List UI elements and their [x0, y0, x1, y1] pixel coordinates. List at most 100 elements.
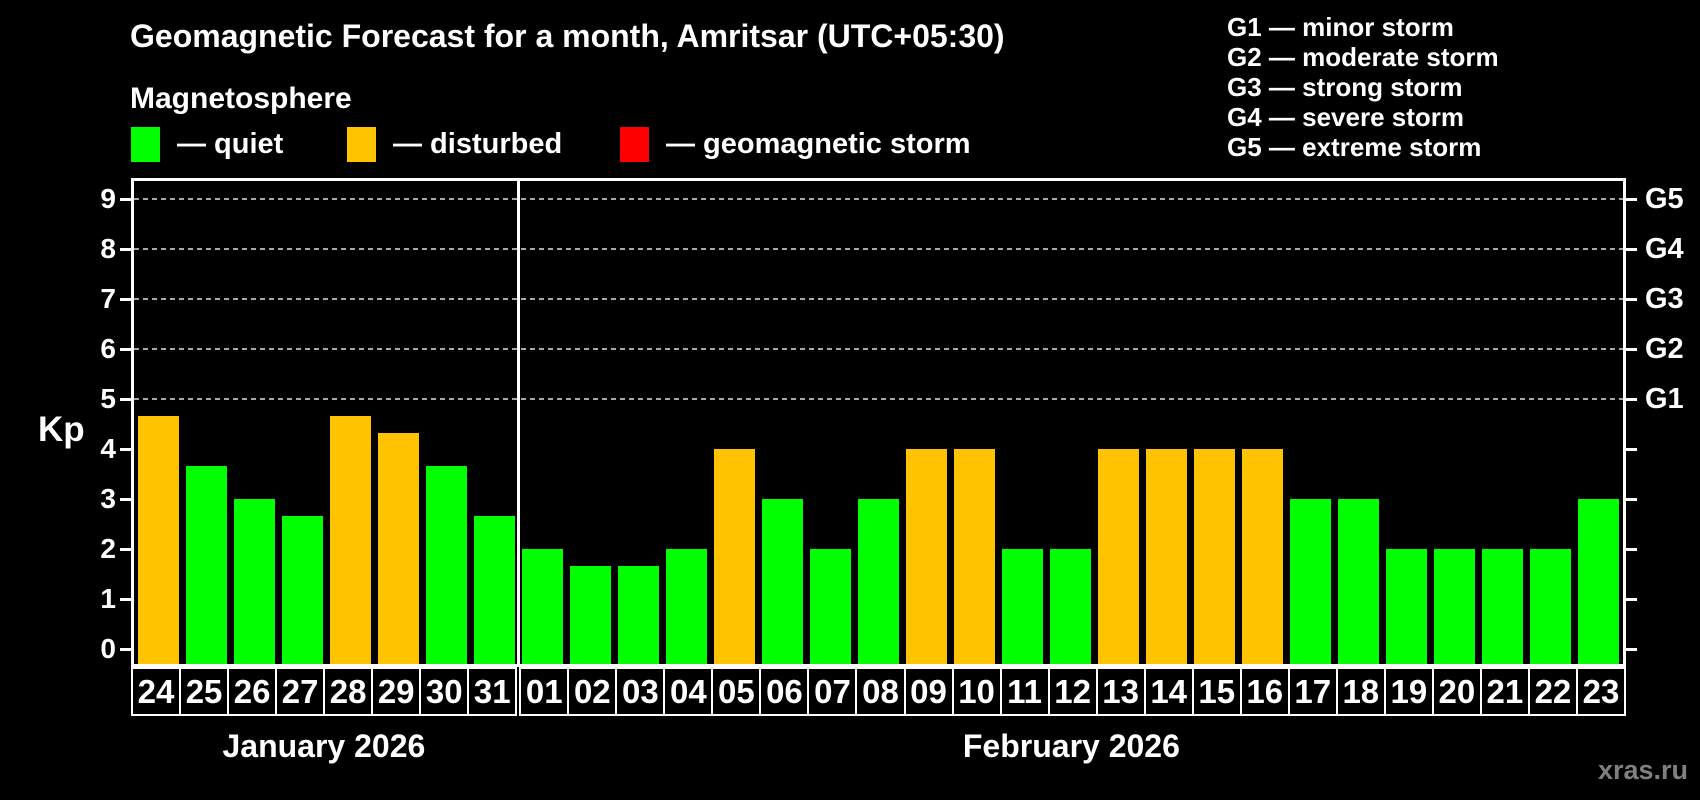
month-label-february: February 2026: [962, 728, 1180, 764]
right-axis-label-g5: G5: [1645, 183, 1684, 215]
bar-february-13: [1098, 449, 1140, 664]
y-axis-label: Kp: [38, 410, 85, 449]
gridline-kp8: [134, 248, 1623, 250]
bar-february-16: [1242, 449, 1284, 664]
day-label-february-22: 22: [1527, 667, 1578, 716]
bar-february-01: [521, 549, 563, 664]
day-label-february-16: 16: [1239, 667, 1290, 716]
bar-january-29: [377, 432, 419, 664]
legend-label-quiet: — quiet: [177, 128, 284, 160]
bar-february-23: [1578, 499, 1620, 664]
bar-february-10: [954, 449, 996, 664]
chart-subtitle: Magnetosphere: [130, 82, 352, 115]
right-tick-kp0: [1626, 647, 1637, 651]
bar-february-03: [617, 565, 659, 664]
y-tick-label-1: 1: [100, 583, 116, 614]
right-tick-kp6: [1626, 347, 1637, 351]
bar-february-20: [1434, 549, 1476, 664]
gridline-kp6: [134, 348, 1623, 350]
left-tick-kp3: [120, 497, 131, 501]
month-separator: [516, 181, 520, 664]
bar-february-19: [1386, 549, 1428, 664]
day-label-january-27: 27: [275, 667, 326, 716]
day-label-february-10: 10: [951, 667, 1002, 716]
gridline-kp7: [134, 298, 1623, 300]
day-label-february-17: 17: [1287, 667, 1338, 716]
right-tick-kp9: [1626, 197, 1637, 201]
storm-scale-line-3: G3 — strong storm: [1227, 72, 1463, 102]
x-axis-day-labels: 24 25 26 27 28 29 30 31 01 02 03 04 05 06 07 08 09 10 11 12…: [131, 667, 1626, 716]
day-label-february-02: 02: [567, 667, 618, 716]
day-label-february-08: 08: [855, 667, 906, 716]
day-label-february-12: 12: [1047, 667, 1098, 716]
y-tick-label-8: 8: [100, 233, 116, 264]
gridline-kp5: [134, 398, 1623, 400]
bar-january-30: [425, 465, 467, 664]
day-label-february-15: 15: [1191, 667, 1242, 716]
y-tick-label-0: 0: [100, 633, 116, 664]
chart-title: Geomagnetic Forecast for a month, Amrits…: [130, 18, 1005, 54]
bar-february-09: [906, 449, 948, 664]
left-tick-kp6: [120, 347, 131, 351]
day-label-january-31: 31: [467, 667, 518, 716]
bar-february-12: [1050, 549, 1092, 664]
day-label-february-03: 03: [615, 667, 666, 716]
day-label-february-13: 13: [1095, 667, 1146, 716]
bar-february-11: [1002, 549, 1044, 664]
right-axis-label-g1: G1: [1645, 383, 1684, 415]
legend-label-storm: — geomagnetic storm: [666, 128, 971, 160]
day-label-february-01: 01: [519, 667, 570, 716]
day-label-february-14: 14: [1143, 667, 1194, 716]
bar-february-08: [858, 499, 899, 664]
bar-february-05: [713, 449, 755, 664]
legend-label-disturbed: — disturbed: [393, 128, 563, 160]
day-label-january-24: 24: [131, 667, 182, 716]
day-label-january-26: 26: [227, 667, 278, 716]
bar-february-21: [1482, 549, 1524, 664]
bar-february-15: [1194, 449, 1236, 664]
left-tick-kp1: [120, 597, 131, 601]
right-tick-kp8: [1626, 247, 1637, 251]
day-label-january-30: 30: [419, 667, 470, 716]
quiet-color-swatch: [131, 127, 160, 162]
day-label-february-04: 04: [663, 667, 714, 716]
left-tick-kp2: [120, 547, 131, 551]
day-label-february-09: 09: [903, 667, 954, 716]
day-label-february-18: 18: [1335, 667, 1386, 716]
day-label-february-06: 06: [759, 667, 810, 716]
day-label-february-11: 11: [999, 667, 1050, 716]
y-tick-label-7: 7: [100, 283, 116, 314]
storm-scale-line-1: G1 — minor storm: [1227, 12, 1454, 42]
day-label-february-07: 07: [807, 667, 858, 716]
watermark: xras.ru: [1597, 755, 1688, 785]
bar-february-04: [665, 549, 707, 664]
left-tick-kp5: [120, 397, 131, 401]
bar-february-14: [1146, 449, 1188, 664]
day-label-february-23: 23: [1575, 667, 1626, 716]
right-tick-kp5: [1626, 397, 1637, 401]
left-tick-kp4: [120, 447, 131, 451]
day-label-january-29: 29: [371, 667, 422, 716]
y-tick-label-5: 5: [100, 383, 116, 414]
y-tick-label-6: 6: [100, 333, 116, 364]
right-axis-label-g2: G2: [1645, 333, 1684, 365]
legend-item-quiet: — quiet: [131, 126, 283, 163]
day-label-february-19: 19: [1383, 667, 1434, 716]
plot-area: [131, 178, 1626, 667]
day-label-february-21: 21: [1479, 667, 1530, 716]
storm-scale-line-2: G2 — moderate storm: [1227, 42, 1499, 72]
y-tick-label-4: 4: [100, 433, 116, 464]
day-label-january-25: 25: [179, 667, 230, 716]
month-label-january: January 2026: [222, 728, 426, 764]
bar-february-17: [1290, 499, 1332, 664]
legend-item-storm: — geomagnetic storm: [620, 126, 971, 163]
storm-scale-legend: G1 — minor storm G2 — moderate storm G3 — …: [1227, 12, 1499, 162]
right-tick-kp1: [1626, 597, 1637, 601]
bar-january-28: [329, 415, 371, 664]
left-tick-kp7: [120, 297, 131, 301]
right-tick-kp3: [1626, 497, 1637, 501]
left-tick-kp8: [120, 247, 131, 251]
bar-february-22: [1530, 549, 1572, 664]
day-label-january-28: 28: [323, 667, 374, 716]
